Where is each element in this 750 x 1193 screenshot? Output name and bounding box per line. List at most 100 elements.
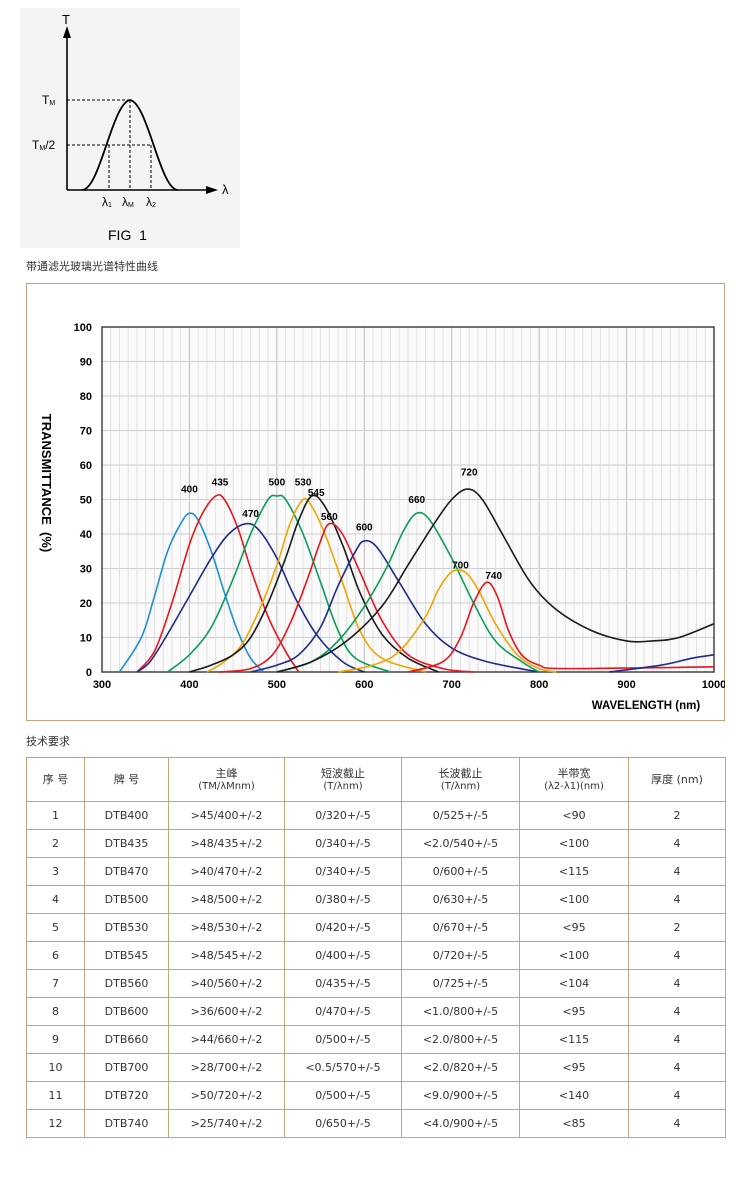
spec-table: 序 号 牌 号 主峰 (TM/λMnm) 短波截止 (T/λnm) 长波截止 (T/λnm) 半… <box>26 757 726 1138</box>
header-short-cutoff: 短波截止 (T/λnm) <box>284 757 402 802</box>
cell-long-cutoff: 0/630+/-5 <box>401 885 520 914</box>
cell-long-cutoff: <2.0/540+/-5 <box>401 829 520 858</box>
table-caption: 技术要求 <box>26 735 70 748</box>
cell-half-bandwidth: <115 <box>519 1025 629 1054</box>
cell-grade: DTB720 <box>84 1081 169 1110</box>
cell-short-cutoff: 0/340+/-5 <box>284 857 402 886</box>
header-sub: (λ2-λ1)(nm) <box>544 780 604 792</box>
cell-long-cutoff: <4.0/900+/-5 <box>401 1109 520 1138</box>
series-line-720 <box>276 488 715 673</box>
cell-no: 6 <box>26 941 85 970</box>
cell-grade: DTB600 <box>84 997 169 1026</box>
chart-grid <box>102 327 714 672</box>
cell-main-peak: >45/400+/-2 <box>168 801 285 830</box>
cell-thickness: 4 <box>628 1081 726 1110</box>
series-label-740: 740 <box>485 571 502 582</box>
cell-main-peak: >50/720+/-2 <box>168 1081 285 1110</box>
series-line-400 <box>118 512 265 673</box>
cell-main-peak: >48/500+/-2 <box>168 885 285 914</box>
cell-thickness: 4 <box>628 1053 726 1082</box>
x-tick-label: 600 <box>355 679 373 691</box>
header-main: 长波截止 <box>438 766 483 780</box>
cell-half-bandwidth: <140 <box>519 1081 629 1110</box>
cell-grade: DTB740 <box>84 1109 169 1138</box>
cell-short-cutoff: 0/500+/-5 <box>284 1081 402 1110</box>
table-row: 8 DTB600 >36/600+/-2 0/470+/-5 <1.0/800+/-5 <… <box>26 997 726 1026</box>
fig1-y-arrow <box>63 26 71 38</box>
x-tick-label: 800 <box>530 679 548 691</box>
series-label-530: 530 <box>295 478 312 489</box>
cell-short-cutoff: 0/435+/-5 <box>284 969 402 998</box>
cell-long-cutoff: 0/725+/-5 <box>401 969 520 998</box>
cell-thickness: 2 <box>628 913 726 942</box>
cell-short-cutoff: 0/340+/-5 <box>284 829 402 858</box>
cell-grade: DTB700 <box>84 1053 169 1082</box>
fig1-label-tm: TM <box>42 93 55 107</box>
series-label-600: 600 <box>356 523 373 534</box>
cell-long-cutoff: <1.0/800+/-5 <box>401 997 520 1026</box>
cell-long-cutoff: 0/600+/-5 <box>401 857 520 886</box>
y-tick-label: 10 <box>80 633 92 645</box>
fig1-axis-lambda: λ <box>222 182 229 197</box>
x-tick-label: 1000 <box>702 679 725 691</box>
series-label-500: 500 <box>269 478 286 489</box>
cell-main-peak: >40/470+/-2 <box>168 857 285 886</box>
y-tick-label: 60 <box>80 460 92 472</box>
cell-grade: DTB400 <box>84 801 169 830</box>
cell-main-peak: >48/435+/-2 <box>168 829 285 858</box>
fig1-axis-t: T <box>62 12 70 27</box>
cell-short-cutoff: 0/650+/-5 <box>284 1109 402 1138</box>
cell-long-cutoff: 0/525+/-5 <box>401 801 520 830</box>
table-row: 1 DTB400 >45/400+/-2 0/320+/-5 0/525+/-5 <90 2 <box>26 801 726 830</box>
table-row: 10 DTB700 >28/700+/-2 <0.5/570+/-5 <2.0/820+… <box>26 1053 726 1082</box>
cell-no: 3 <box>26 857 85 886</box>
cell-thickness: 4 <box>628 1025 726 1054</box>
table-header-row: 序 号 牌 号 主峰 (TM/λMnm) 短波截止 (T/λnm) 长波截止 (T/λnm) 半… <box>26 757 726 802</box>
cell-thickness: 4 <box>628 941 726 970</box>
cell-no: 5 <box>26 913 85 942</box>
cell-short-cutoff: 0/470+/-5 <box>284 997 402 1026</box>
header-half-bandwidth: 半带宽 (λ2-λ1)(nm) <box>519 757 629 802</box>
table-row: 4 DTB500 >48/500+/-2 0/380+/-5 0/630+/-5 <100… <box>26 885 726 914</box>
cell-grade: DTB545 <box>84 941 169 970</box>
chart-series <box>118 488 715 673</box>
header-sub: (TM/λMnm) <box>198 780 255 792</box>
y-tick-label: 100 <box>74 322 92 334</box>
series-label-720: 720 <box>461 467 478 478</box>
cell-long-cutoff: 0/720+/-5 <box>401 941 520 970</box>
cell-half-bandwidth: <115 <box>519 857 629 886</box>
series-line-nir <box>608 654 715 673</box>
series-label-660: 660 <box>408 495 425 506</box>
y-tick-label: 80 <box>80 391 92 403</box>
cell-no: 10 <box>26 1053 85 1082</box>
cell-no: 7 <box>26 969 85 998</box>
fig1-label-l2: λ2 <box>146 195 156 209</box>
header-main: 厚度 (nm) <box>651 773 703 786</box>
fig1-caption: FIG 1 <box>108 227 147 243</box>
series-line-545 <box>189 494 439 673</box>
series-label-470: 470 <box>242 509 259 520</box>
header-main: 主峰 <box>215 766 238 780</box>
cell-no: 2 <box>26 829 85 858</box>
series-line-660 <box>276 511 540 673</box>
fig1-label-tm-half: TM/2 <box>32 138 56 152</box>
cell-grade: DTB660 <box>84 1025 169 1054</box>
cell-long-cutoff: 0/670+/-5 <box>401 913 520 942</box>
series-label-400: 400 <box>181 485 198 496</box>
header-sub: (T/λnm) <box>440 780 481 792</box>
cell-main-peak: >44/660+/-2 <box>168 1025 285 1054</box>
table-row: 5 DTB530 >48/530+/-2 0/420+/-5 0/670+/-5 <95 2 <box>26 913 726 942</box>
cell-half-bandwidth: <100 <box>519 941 629 970</box>
x-tick-label: 900 <box>617 679 635 691</box>
series-label-545: 545 <box>308 488 325 499</box>
header-no: 序 号 <box>26 757 85 802</box>
header-main: 牌 号 <box>113 773 140 786</box>
cell-no: 11 <box>26 1081 85 1110</box>
cell-grade: DTB560 <box>84 969 169 998</box>
cell-main-peak: >40/560+/-2 <box>168 969 285 998</box>
series-label-700: 700 <box>452 561 469 572</box>
y-tick-label: 90 <box>80 357 92 369</box>
x-tick-label: 400 <box>180 679 198 691</box>
cell-thickness: 4 <box>628 885 726 914</box>
cell-thickness: 2 <box>628 801 726 830</box>
